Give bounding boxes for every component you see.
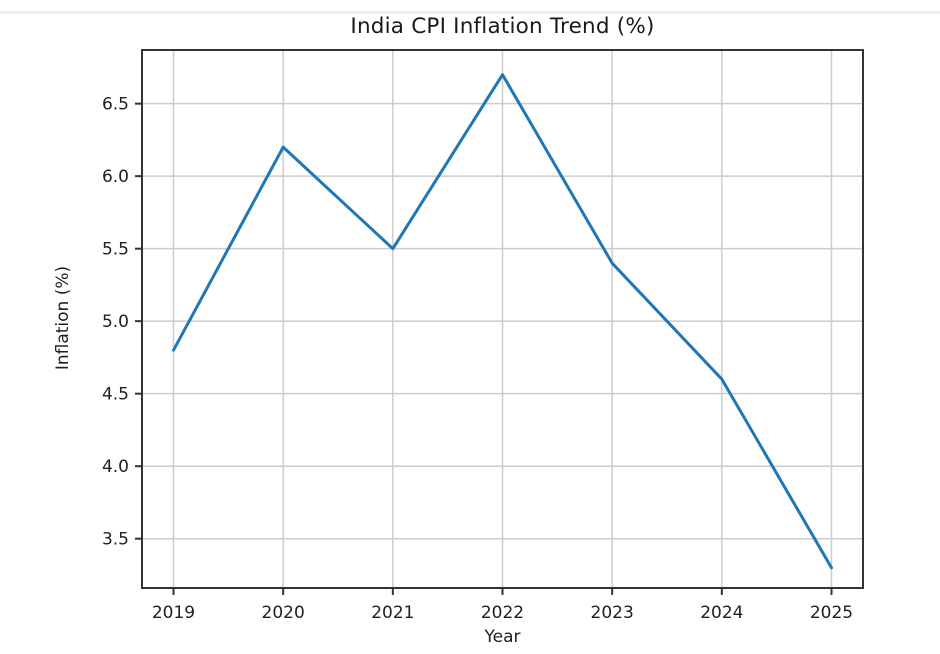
y-tick-label: 5.5 — [102, 240, 129, 260]
y-tick-label: 4.0 — [102, 457, 129, 477]
y-tick-label: 6.5 — [102, 95, 129, 115]
x-tick-label: 2021 — [371, 603, 414, 623]
y-tick-label: 4.5 — [102, 385, 129, 405]
x-tick-label: 2022 — [481, 603, 524, 623]
chart-title: India CPI Inflation Trend (%) — [350, 14, 655, 39]
x-tick-label: 2020 — [262, 603, 305, 623]
x-tick-label: 2025 — [810, 603, 853, 623]
x-tick-label: 2019 — [152, 603, 195, 623]
x-axis-label: Year — [484, 627, 521, 647]
y-tick-label: 5.0 — [102, 312, 129, 332]
y-tick-label: 3.5 — [102, 530, 129, 550]
x-tick-label: 2024 — [700, 603, 743, 623]
window-top-divider — [0, 11, 940, 14]
x-tick-label: 2023 — [591, 603, 634, 623]
y-tick-label: 6.0 — [102, 167, 129, 187]
inflation-trend-line — [172, 73, 833, 570]
